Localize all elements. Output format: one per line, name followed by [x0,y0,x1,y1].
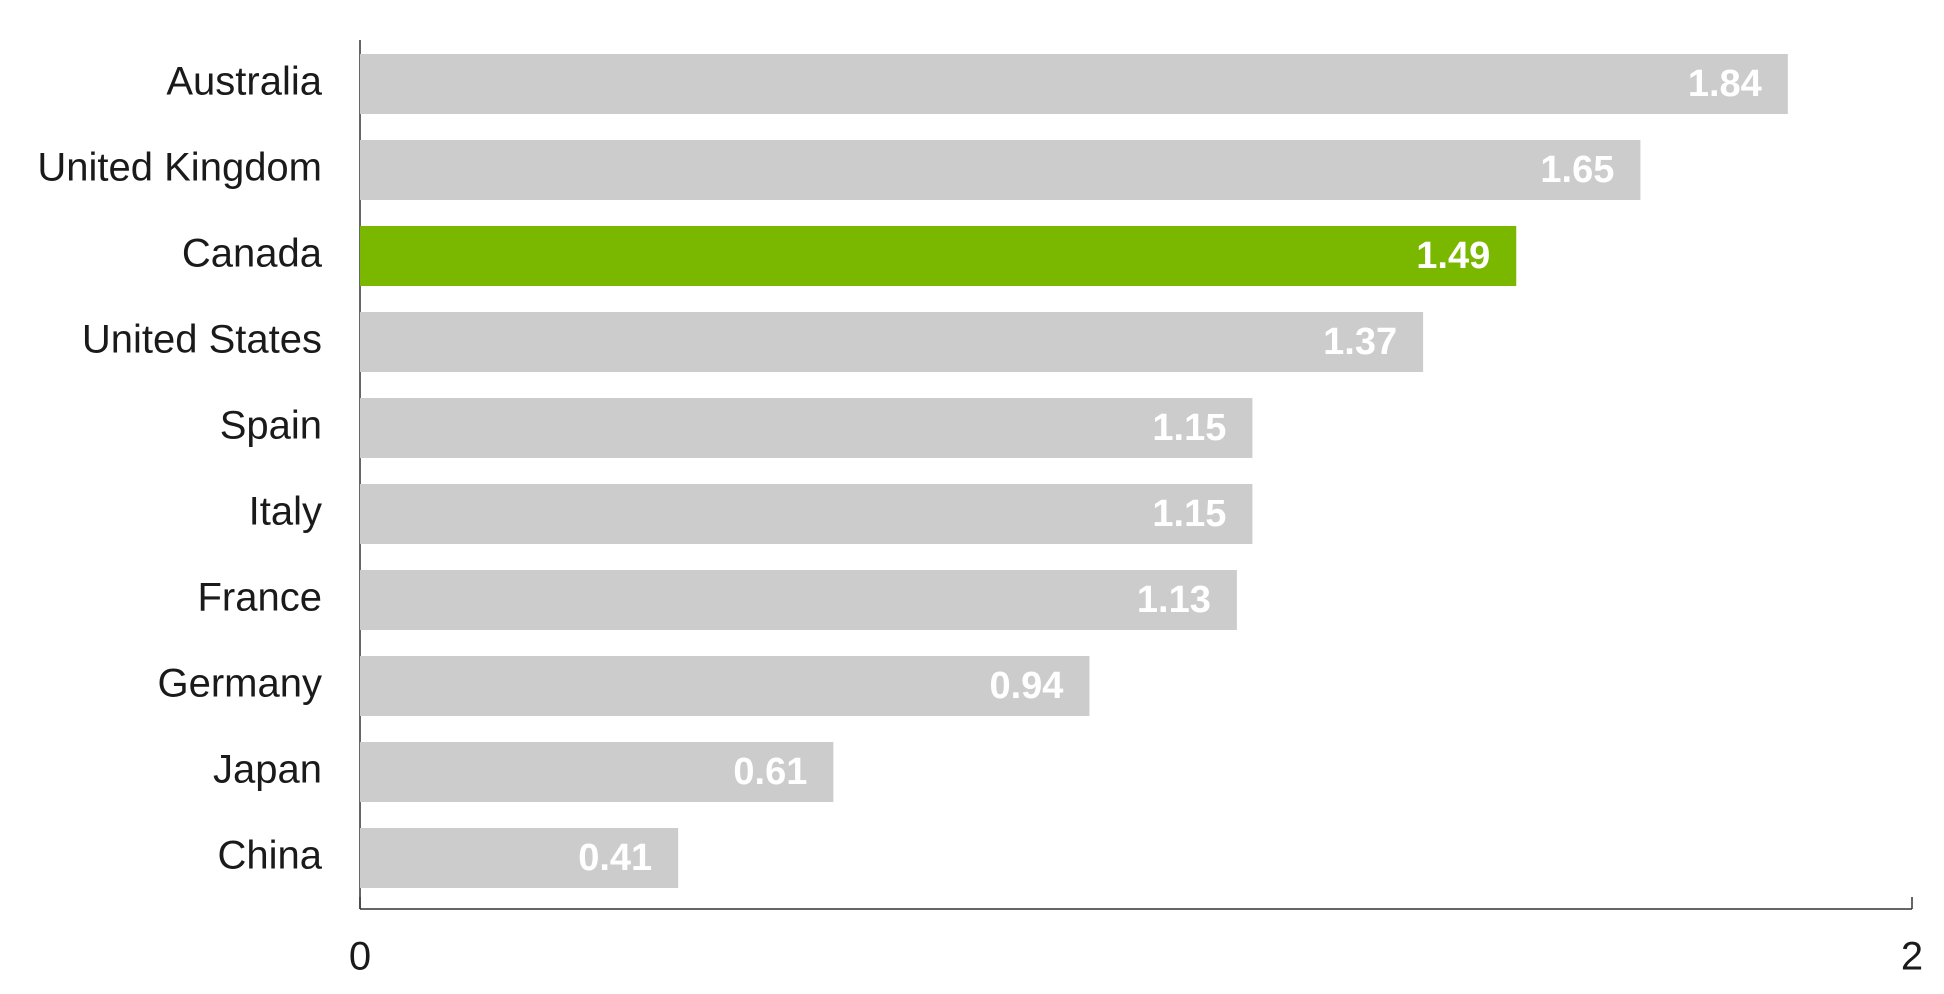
y-tick-label: United Kingdom [37,146,322,190]
y-tick-label: Italy [249,490,322,534]
bar [360,54,1788,114]
value-label: 0.61 [733,751,807,793]
bar [360,742,834,802]
bar [360,828,679,888]
y-tick-label: Canada [182,232,323,276]
x-tick-label: 2 [1901,935,1923,979]
bar [360,484,1253,544]
bar [360,226,1517,286]
value-label: 0.41 [578,837,652,879]
y-tick-label: United States [82,318,322,362]
value-label: 1.13 [1137,579,1211,621]
y-tick-label: China [217,834,322,878]
value-label: 1.84 [1688,63,1762,105]
bar [360,140,1641,200]
bar [360,398,1253,458]
value-label: 1.65 [1540,149,1614,191]
value-label: 1.15 [1152,493,1226,535]
value-label: 1.49 [1416,235,1490,277]
y-tick-label: Japan [213,748,322,792]
bar [360,570,1237,630]
x-tick-label: 0 [349,935,371,979]
y-tick-label: Germany [158,662,323,706]
value-label: 1.15 [1152,407,1226,449]
value-label: 0.94 [989,665,1063,707]
y-tick-label: France [198,576,323,620]
value-label: 1.37 [1323,321,1397,363]
bar [360,656,1090,716]
y-tick-label: Spain [220,404,322,448]
y-tick-label: Australia [166,60,322,104]
bar [360,312,1424,372]
